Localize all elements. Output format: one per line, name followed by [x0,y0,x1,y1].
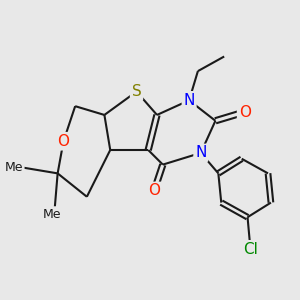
Text: O: O [238,104,250,119]
Text: O: O [148,183,160,198]
Text: Cl: Cl [243,242,258,257]
Text: N: N [195,146,206,160]
Text: O: O [58,134,70,149]
Text: Me: Me [43,208,61,221]
Text: Me: Me [4,161,23,174]
Text: N: N [183,93,195,108]
Text: S: S [132,84,141,99]
